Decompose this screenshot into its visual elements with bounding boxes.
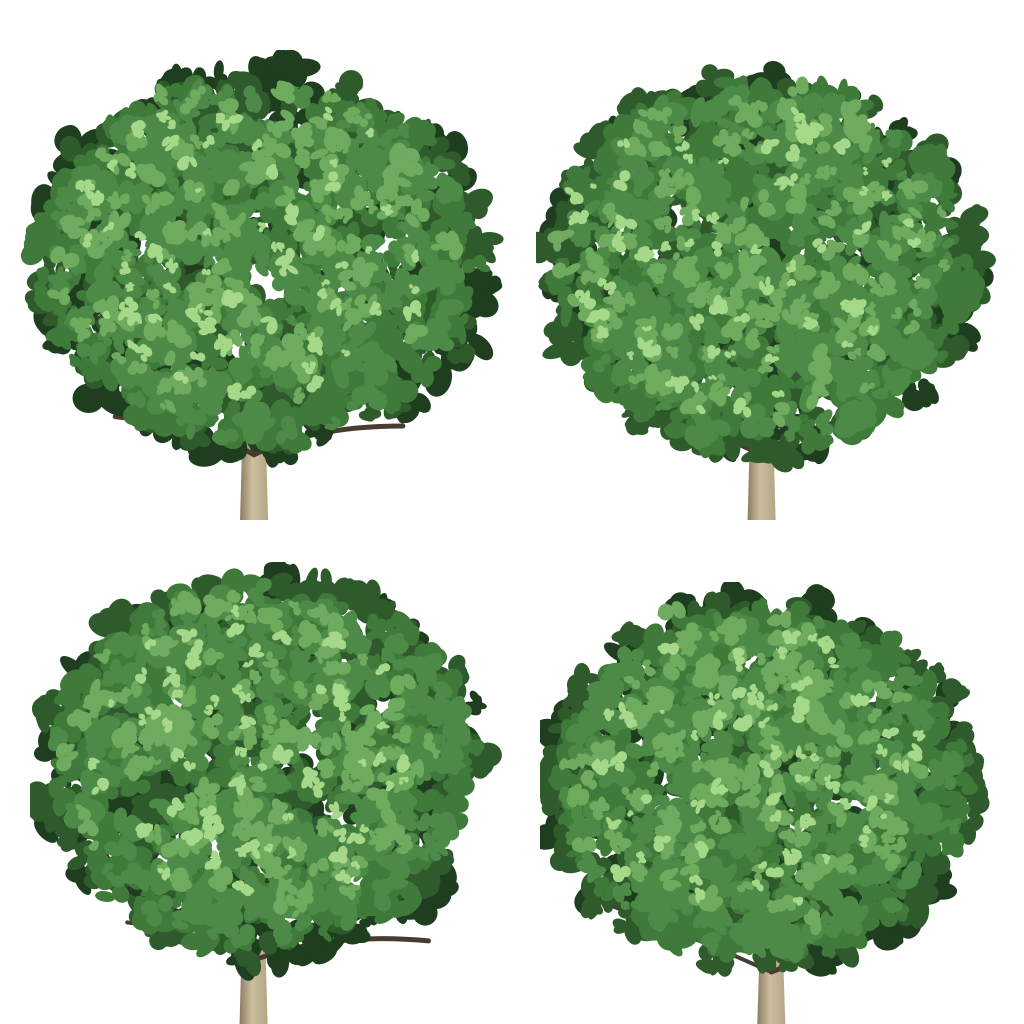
tree-bottom-right xyxy=(540,582,990,1024)
tree-canopy xyxy=(20,50,504,468)
tree-canopy xyxy=(536,60,996,473)
tree-top-right xyxy=(536,60,996,520)
tree-top-left xyxy=(20,50,504,520)
tree-trunk xyxy=(240,434,269,520)
tree-canopy xyxy=(540,582,990,977)
tree-canopy xyxy=(30,562,502,981)
tree-bottom-left xyxy=(30,562,502,1024)
